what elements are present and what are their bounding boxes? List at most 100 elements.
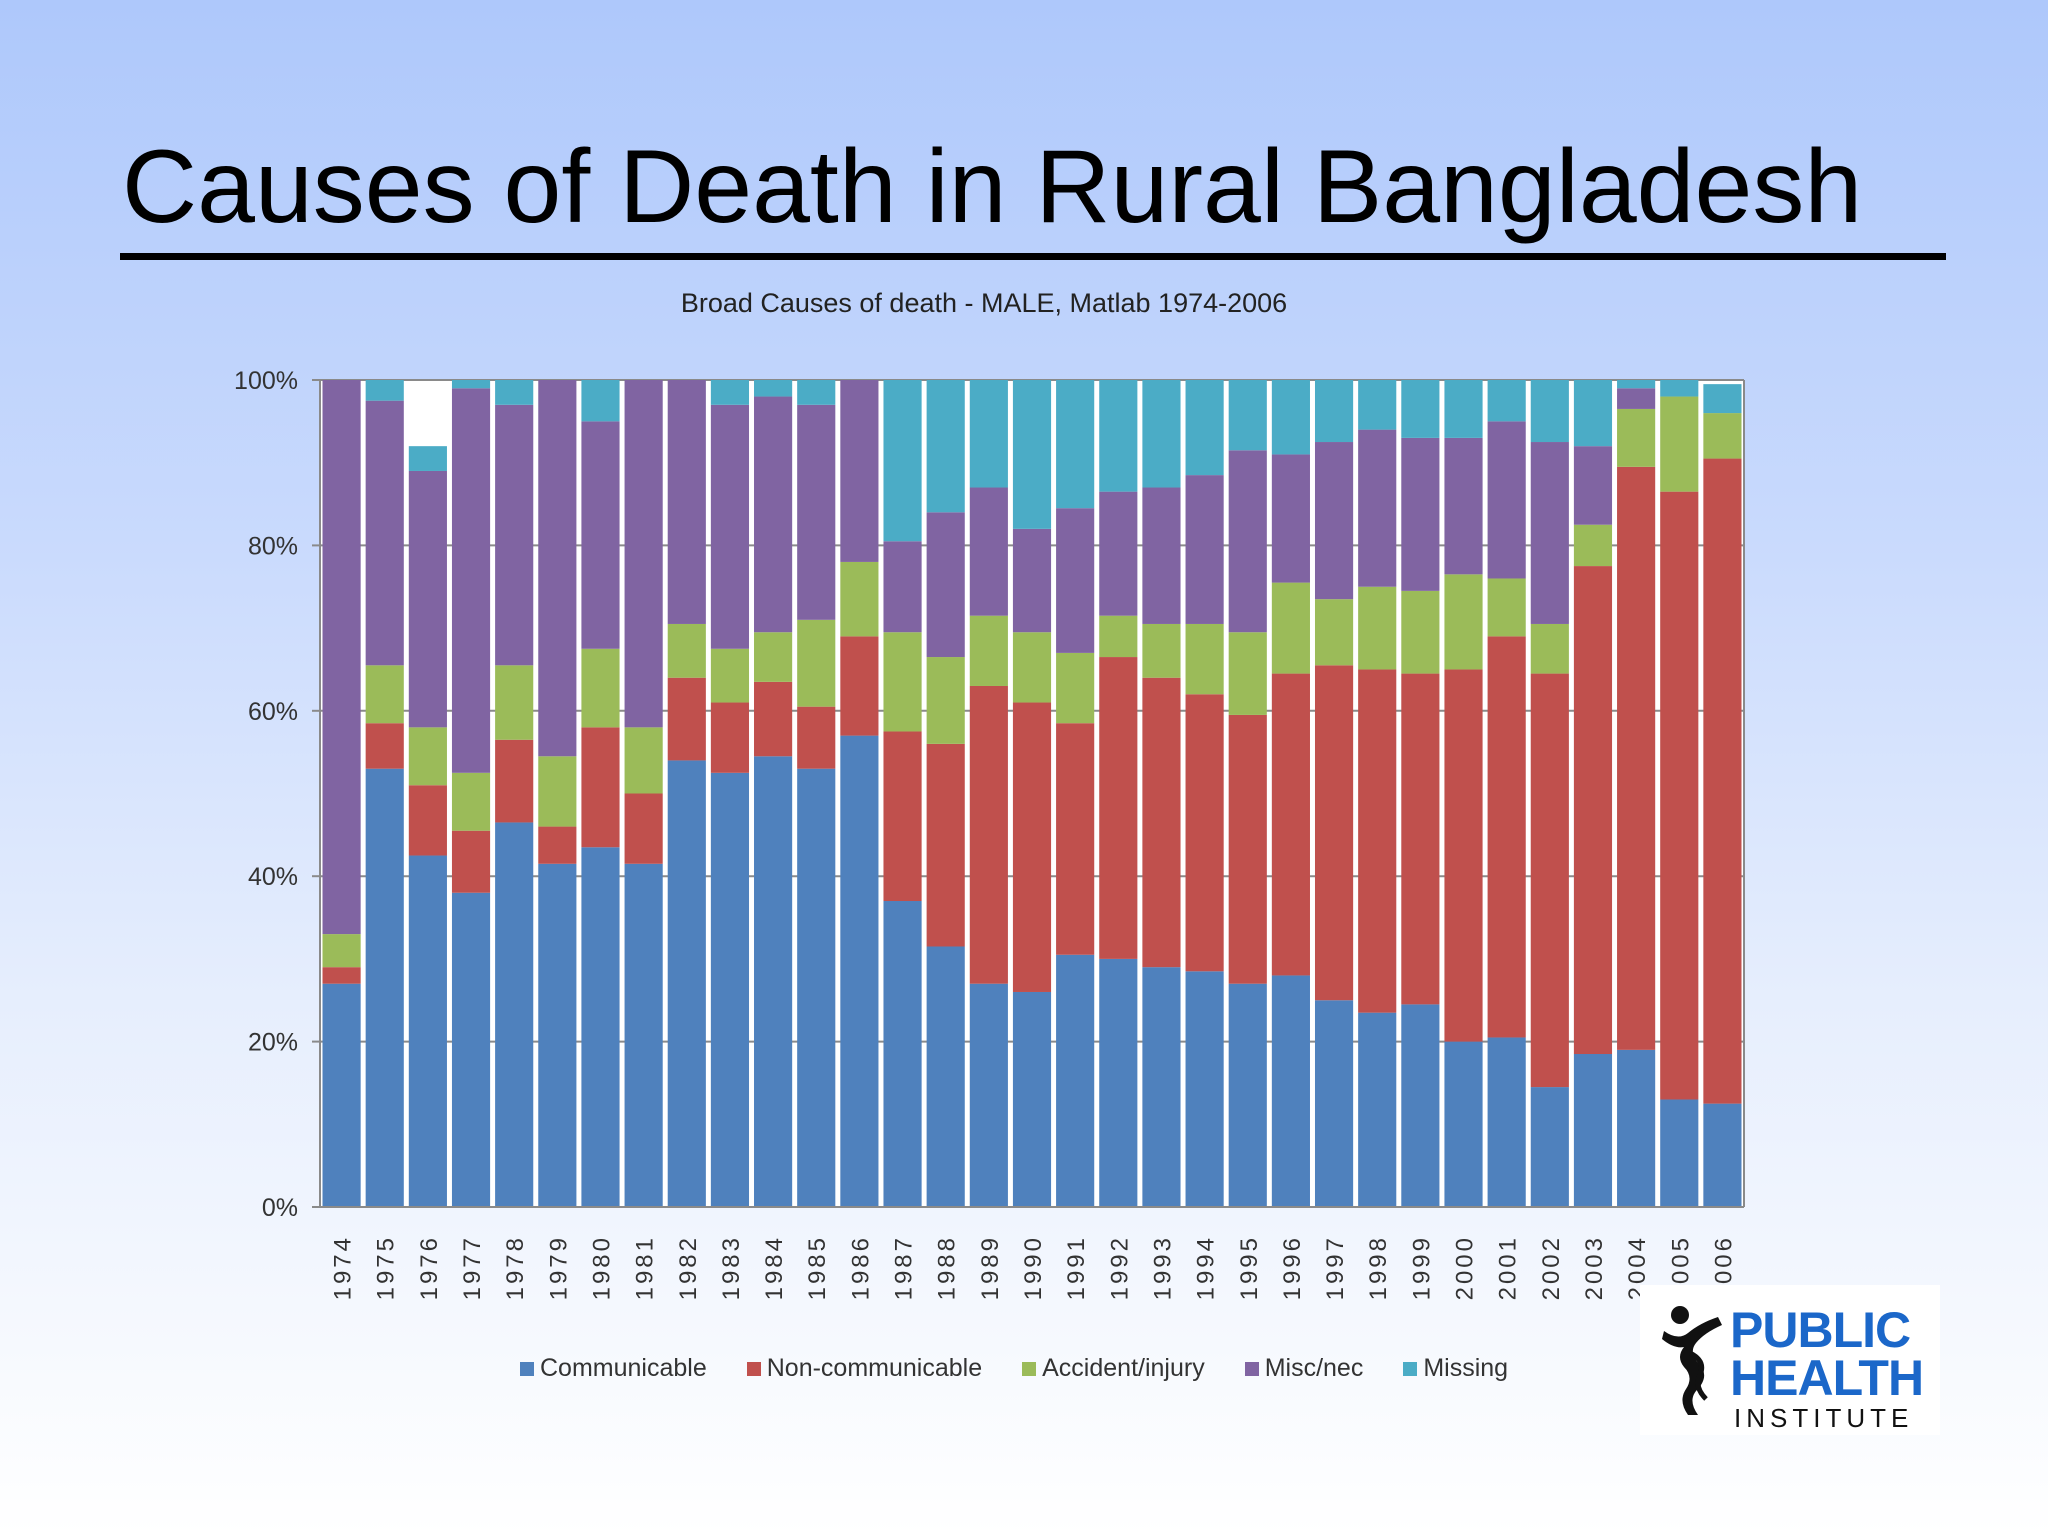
bar-segment	[1703, 413, 1742, 459]
x-tick-label: 1984	[761, 1235, 788, 1300]
bar-segment	[624, 863, 663, 1207]
x-tick-label: 1988	[934, 1235, 961, 1300]
bar-segment	[797, 404, 836, 620]
bar-segment	[1530, 380, 1569, 443]
bar-segment	[1099, 958, 1138, 1207]
legend-item: Accident/injury	[1022, 1354, 1205, 1383]
y-tick-label: 100%	[234, 367, 298, 395]
bar-segment	[754, 632, 793, 682]
bar-segment	[667, 760, 706, 1207]
bar-segment	[322, 934, 361, 968]
bar-segment	[1444, 380, 1483, 438]
bar-segment	[322, 380, 361, 935]
x-tick-label: 2002	[1538, 1235, 1565, 1300]
bar-segment	[408, 446, 447, 471]
x-tick-label: 1981	[632, 1235, 659, 1300]
logo-text-institute: INSTITUTE	[1734, 1403, 1914, 1433]
stacked-bar-chart: 0% 20% 40% 60% 80% 100% 1974 1975 1976 1977 1978 19…	[234, 367, 1745, 1300]
legend-swatch	[520, 1361, 534, 1376]
bar-segment	[365, 665, 404, 724]
bar-segment	[1056, 508, 1095, 653]
bar-segment	[322, 967, 361, 984]
bar-segment	[1401, 590, 1440, 674]
bar-segment	[710, 702, 750, 773]
bar-segment	[581, 380, 620, 422]
bar-segment	[1573, 1054, 1613, 1207]
bar-segment	[581, 847, 620, 1207]
bar-segment	[451, 830, 491, 893]
bar-segment	[797, 768, 836, 1207]
bar-segment	[1228, 380, 1267, 451]
bar-segment	[1660, 396, 1699, 492]
bar-segment	[1012, 632, 1052, 703]
x-tick-label: 1975	[373, 1235, 400, 1300]
bar-segment	[624, 793, 663, 864]
bar-segment	[1142, 967, 1181, 1207]
legend-label: Accident/injury	[1042, 1354, 1205, 1382]
bar-segment	[1012, 702, 1052, 992]
legend-swatch	[1022, 1361, 1037, 1376]
legend-swatch	[1244, 1361, 1259, 1376]
legend-swatch	[746, 1361, 761, 1376]
bar-segment	[1185, 623, 1224, 695]
x-tick-label: 1993	[1149, 1235, 1176, 1300]
bar-segment	[1573, 524, 1613, 567]
bar-segment	[1056, 380, 1095, 509]
chart-title: Broad Causes of death - MALE, Matlab 197…	[680, 288, 1288, 318]
bar-segment	[667, 677, 706, 761]
human-figure-icon	[1662, 1306, 1722, 1415]
bar-segment	[495, 404, 534, 666]
x-tick-label: 2003	[1581, 1235, 1608, 1300]
bar-segment	[840, 561, 879, 637]
bar-segment	[1444, 437, 1483, 575]
x-tick-label: 1980	[588, 1235, 615, 1300]
bar-segment	[1314, 442, 1354, 600]
bar-segment	[538, 826, 577, 864]
bar-segment	[1401, 437, 1440, 591]
bar-segment	[1228, 632, 1267, 715]
chart-legend: Communicable Non-communicable Accident/inj…	[520, 1354, 1508, 1383]
bar-segment	[1271, 975, 1310, 1207]
bar-segment	[1099, 615, 1138, 658]
bar-segment	[1401, 380, 1440, 438]
bar-segment	[1358, 1012, 1397, 1207]
bar-segment	[969, 487, 1008, 616]
bar-segment	[1530, 673, 1569, 1088]
logo-text-health: HEALTH	[1730, 1350, 1924, 1406]
bar-segment	[408, 470, 447, 728]
bar-segment	[1012, 380, 1052, 529]
bar-segment	[926, 512, 965, 658]
bar-segment	[1012, 528, 1052, 633]
bar-segment	[1573, 446, 1613, 525]
bar-segment	[1314, 380, 1354, 443]
public-health-institute-logo: PUBLIC HEALTH INSTITUTE	[1640, 1285, 1940, 1435]
bar-segment	[883, 632, 922, 732]
bar-segment	[754, 681, 793, 757]
bar-segment	[926, 743, 965, 947]
bar-segment	[1056, 954, 1095, 1207]
bar-segment	[1271, 582, 1310, 674]
title-underline	[120, 253, 1946, 260]
x-tick-label: 1978	[502, 1235, 529, 1300]
bar-segment	[1530, 442, 1569, 624]
bar-segment	[1530, 1087, 1569, 1207]
bar-segment	[797, 619, 836, 707]
bar-segment	[1401, 673, 1440, 1005]
bar-segment	[1487, 578, 1526, 637]
bar-segment	[969, 380, 1008, 488]
bar-segment	[1660, 1099, 1699, 1207]
legend-swatch	[1403, 1361, 1418, 1376]
bar-segment	[1703, 384, 1742, 414]
bar-segment	[495, 665, 534, 740]
bar-segment	[926, 946, 965, 1207]
bar-segment	[624, 380, 663, 728]
bar-segment	[1617, 1049, 1656, 1207]
legend-item: Communicable	[520, 1354, 707, 1383]
bar-segment	[1487, 421, 1526, 579]
x-tick-label: 1982	[675, 1235, 702, 1300]
bar-segment	[581, 421, 620, 649]
slide-title: Causes of Death in Rural Bangladesh	[122, 129, 1863, 245]
bar-segment	[538, 380, 577, 757]
x-tick-label: 1996	[1279, 1235, 1306, 1300]
bar-segment	[1444, 574, 1483, 670]
